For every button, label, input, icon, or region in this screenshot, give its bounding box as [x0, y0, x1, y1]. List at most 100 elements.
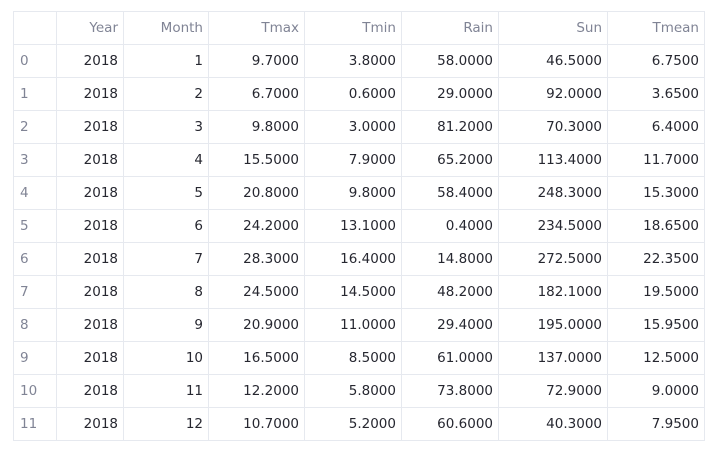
cell-rain[interactable]: 81.2000 [401, 110, 499, 144]
row-index: 11 [13, 407, 57, 441]
cell-tmin[interactable]: 11.0000 [304, 308, 402, 342]
cell-tmin[interactable]: 3.8000 [304, 44, 402, 78]
cell-tmin[interactable]: 0.6000 [304, 77, 402, 111]
cell-month[interactable]: 4 [123, 143, 209, 177]
cell-year[interactable]: 2018 [56, 275, 124, 309]
cell-tmax[interactable]: 9.7000 [208, 44, 305, 78]
cell-sun[interactable]: 234.5000 [498, 209, 608, 243]
cell-month[interactable]: 6 [123, 209, 209, 243]
cell-tmax[interactable]: 20.8000 [208, 176, 305, 210]
row-index: 6 [13, 242, 57, 276]
cell-month[interactable]: 5 [123, 176, 209, 210]
cell-rain[interactable]: 29.0000 [401, 77, 499, 111]
cell-month[interactable]: 2 [123, 77, 209, 111]
cell-month[interactable]: 3 [123, 110, 209, 144]
cell-rain[interactable]: 65.2000 [401, 143, 499, 177]
column-header-tmax[interactable]: Tmax [208, 11, 305, 45]
cell-tmin[interactable]: 9.8000 [304, 176, 402, 210]
cell-tmin[interactable]: 3.0000 [304, 110, 402, 144]
cell-tmax[interactable]: 24.5000 [208, 275, 305, 309]
cell-tmin[interactable]: 13.1000 [304, 209, 402, 243]
cell-sun[interactable]: 137.0000 [498, 341, 608, 375]
cell-tmax[interactable]: 12.2000 [208, 374, 305, 408]
cell-rain[interactable]: 0.4000 [401, 209, 499, 243]
dataframe-container: Year Month Tmax Tmin Rain Sun Tmean 0 2018 1 9.70… [13, 11, 705, 441]
cell-rain[interactable]: 29.4000 [401, 308, 499, 342]
cell-tmax[interactable]: 10.7000 [208, 407, 305, 441]
table-row: 4 2018 5 20.8000 9.8000 58.4000 248.3000 15.300… [13, 176, 705, 210]
column-header-tmean[interactable]: Tmean [607, 11, 705, 45]
column-header-index[interactable] [13, 11, 57, 45]
cell-sun[interactable]: 40.3000 [498, 407, 608, 441]
cell-year[interactable]: 2018 [56, 242, 124, 276]
cell-tmean[interactable]: 9.0000 [607, 374, 705, 408]
column-header-month[interactable]: Month [123, 11, 209, 45]
row-index: 8 [13, 308, 57, 342]
cell-year[interactable]: 2018 [56, 110, 124, 144]
cell-sun[interactable]: 195.0000 [498, 308, 608, 342]
cell-year[interactable]: 2018 [56, 341, 124, 375]
cell-month[interactable]: 9 [123, 308, 209, 342]
cell-tmean[interactable]: 15.3000 [607, 176, 705, 210]
cell-rain[interactable]: 58.0000 [401, 44, 499, 78]
cell-rain[interactable]: 14.8000 [401, 242, 499, 276]
cell-tmin[interactable]: 16.4000 [304, 242, 402, 276]
cell-tmean[interactable]: 6.4000 [607, 110, 705, 144]
cell-tmax[interactable]: 9.8000 [208, 110, 305, 144]
cell-month[interactable]: 7 [123, 242, 209, 276]
column-header-rain[interactable]: Rain [401, 11, 499, 45]
cell-tmean[interactable]: 22.3500 [607, 242, 705, 276]
cell-tmean[interactable]: 3.6500 [607, 77, 705, 111]
cell-sun[interactable]: 182.1000 [498, 275, 608, 309]
cell-sun[interactable]: 248.3000 [498, 176, 608, 210]
cell-tmean[interactable]: 11.7000 [607, 143, 705, 177]
cell-month[interactable]: 8 [123, 275, 209, 309]
table-body: 0 2018 1 9.7000 3.8000 58.0000 46.5000 6.7500 1 2… [13, 44, 705, 441]
cell-tmin[interactable]: 14.5000 [304, 275, 402, 309]
cell-month[interactable]: 12 [123, 407, 209, 441]
cell-tmax[interactable]: 15.5000 [208, 143, 305, 177]
cell-year[interactable]: 2018 [56, 308, 124, 342]
cell-tmin[interactable]: 8.5000 [304, 341, 402, 375]
cell-tmax[interactable]: 16.5000 [208, 341, 305, 375]
cell-tmax[interactable]: 28.3000 [208, 242, 305, 276]
cell-tmax[interactable]: 20.9000 [208, 308, 305, 342]
cell-rain[interactable]: 60.6000 [401, 407, 499, 441]
cell-month[interactable]: 11 [123, 374, 209, 408]
cell-month[interactable]: 1 [123, 44, 209, 78]
cell-tmax[interactable]: 6.7000 [208, 77, 305, 111]
cell-sun[interactable]: 113.4000 [498, 143, 608, 177]
cell-tmean[interactable]: 12.5000 [607, 341, 705, 375]
cell-year[interactable]: 2018 [56, 209, 124, 243]
cell-tmax[interactable]: 24.2000 [208, 209, 305, 243]
cell-tmin[interactable]: 5.8000 [304, 374, 402, 408]
cell-month[interactable]: 10 [123, 341, 209, 375]
cell-sun[interactable]: 92.0000 [498, 77, 608, 111]
cell-year[interactable]: 2018 [56, 176, 124, 210]
cell-rain[interactable]: 48.2000 [401, 275, 499, 309]
cell-tmean[interactable]: 19.5000 [607, 275, 705, 309]
cell-rain[interactable]: 61.0000 [401, 341, 499, 375]
cell-tmean[interactable]: 15.9500 [607, 308, 705, 342]
cell-tmin[interactable]: 7.9000 [304, 143, 402, 177]
column-header-sun[interactable]: Sun [498, 11, 608, 45]
cell-tmin[interactable]: 5.2000 [304, 407, 402, 441]
row-index: 3 [13, 143, 57, 177]
cell-tmean[interactable]: 7.9500 [607, 407, 705, 441]
column-header-tmin[interactable]: Tmin [304, 11, 402, 45]
cell-tmean[interactable]: 6.7500 [607, 44, 705, 78]
cell-sun[interactable]: 272.5000 [498, 242, 608, 276]
table-row: 2 2018 3 9.8000 3.0000 81.2000 70.3000 6.4000 [13, 110, 705, 144]
cell-sun[interactable]: 46.5000 [498, 44, 608, 78]
cell-year[interactable]: 2018 [56, 374, 124, 408]
cell-rain[interactable]: 58.4000 [401, 176, 499, 210]
cell-sun[interactable]: 70.3000 [498, 110, 608, 144]
cell-sun[interactable]: 72.9000 [498, 374, 608, 408]
cell-year[interactable]: 2018 [56, 407, 124, 441]
cell-year[interactable]: 2018 [56, 143, 124, 177]
column-header-year[interactable]: Year [56, 11, 124, 45]
cell-year[interactable]: 2018 [56, 77, 124, 111]
cell-rain[interactable]: 73.8000 [401, 374, 499, 408]
cell-year[interactable]: 2018 [56, 44, 124, 78]
cell-tmean[interactable]: 18.6500 [607, 209, 705, 243]
